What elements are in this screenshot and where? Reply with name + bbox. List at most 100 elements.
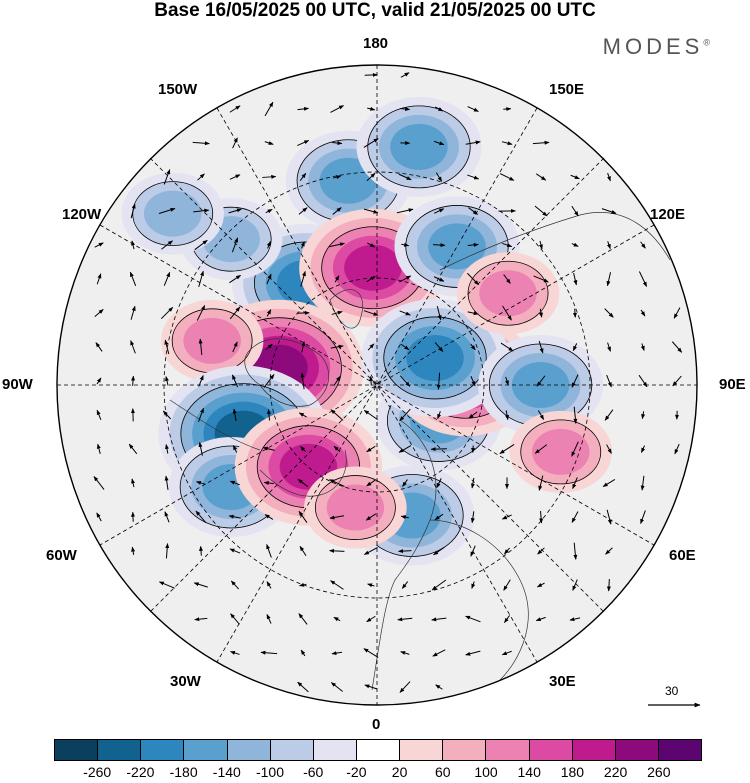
wind-vector <box>366 275 376 283</box>
wind-vector <box>332 141 343 146</box>
wind-vector <box>434 513 444 521</box>
wind-vector <box>604 308 614 318</box>
wind-vector <box>573 542 578 560</box>
wind-vector <box>331 310 343 315</box>
anomaly-field <box>121 96 613 566</box>
wind-vector <box>532 140 550 145</box>
wind-vector <box>366 479 376 487</box>
wind-vector <box>329 548 345 553</box>
wind-vector <box>262 446 275 451</box>
wind-vector <box>607 172 611 182</box>
wind-vector <box>433 243 446 248</box>
wind-vector <box>229 306 241 320</box>
wind-vector <box>572 343 578 352</box>
colorbar-swatch <box>141 740 185 760</box>
wind-vector <box>432 649 446 657</box>
wind-vector <box>131 240 135 250</box>
lon-label-0: 0 <box>372 716 381 733</box>
lon-label-120w: 120W <box>62 206 102 223</box>
wind-vector <box>467 311 479 316</box>
wind-vector <box>398 445 412 453</box>
wind-vector <box>198 338 203 356</box>
wind-vector <box>640 309 646 317</box>
wind-vector <box>641 411 646 420</box>
wind-vector <box>297 139 310 147</box>
wind-vector <box>672 375 682 387</box>
wind-vector <box>400 651 410 655</box>
negative-anomaly <box>361 298 509 417</box>
polar-map <box>56 64 701 708</box>
wind-vector <box>230 580 240 590</box>
colorbar-tick-label: 260 <box>647 764 671 780</box>
wind-vector <box>640 475 645 491</box>
wind-vector <box>265 208 273 214</box>
wind-vector <box>503 274 511 284</box>
wind-vector <box>638 271 648 287</box>
wind-vector <box>334 275 340 283</box>
wind-vector <box>437 411 442 420</box>
wind-vector <box>131 546 136 555</box>
wind-vector <box>536 582 545 588</box>
wind-vector <box>162 410 172 420</box>
wind-vector <box>400 515 409 520</box>
wind-vector <box>499 444 515 454</box>
wind-vector <box>434 208 445 214</box>
colorbar-tick-label: -60 <box>303 764 324 780</box>
colorbar-tick-label: 140 <box>517 764 541 780</box>
wind-vector <box>96 377 102 385</box>
lon-label-90w: 90W <box>2 376 33 393</box>
lon-label-150e: 150E <box>549 81 585 98</box>
wind-vector <box>363 547 378 555</box>
wind-vector <box>434 106 444 112</box>
map-title: Base 16/05/2025 00 UTC, valid 21/05/2025… <box>154 0 596 21</box>
wind-vector <box>332 207 342 215</box>
wind-vector <box>266 543 272 558</box>
colorbar-swatch <box>98 740 142 760</box>
wind-vector <box>366 172 376 182</box>
wind-vector <box>503 579 511 591</box>
wind-vector <box>502 305 512 321</box>
wind-vector <box>232 137 238 149</box>
wind-vector <box>228 208 242 214</box>
wind-vector <box>470 511 475 524</box>
wind-vector <box>232 444 238 453</box>
wind-vector <box>572 477 578 490</box>
wind-vector <box>363 409 378 421</box>
wind-vector <box>673 307 681 319</box>
vector-scale-label: 30 <box>665 684 679 698</box>
wind-vector <box>365 513 377 521</box>
wind-vector <box>301 341 306 353</box>
wind-vector <box>229 548 241 554</box>
wind-vector <box>504 615 510 623</box>
colorbar-tick-label: -180 <box>169 764 198 780</box>
wind-vector <box>363 310 379 316</box>
wind-vector <box>329 515 345 520</box>
wind-vector <box>363 138 379 148</box>
wind-vector <box>198 270 204 287</box>
wind-vector <box>400 343 410 351</box>
wind-vector <box>569 617 581 622</box>
colorbar-swatch <box>55 740 99 760</box>
lon-label-30w: 30W <box>170 673 201 690</box>
wind-vector <box>571 242 579 247</box>
wind-vector <box>330 409 344 421</box>
wind-vector <box>465 615 481 623</box>
negative-anomaly <box>356 96 482 197</box>
wind-vector <box>671 341 683 353</box>
wind-vector <box>431 617 447 622</box>
wind-vector <box>398 173 412 181</box>
wind-vector <box>131 375 136 386</box>
wind-vector <box>501 650 512 656</box>
wind-vector <box>331 651 343 656</box>
colorbar-tick-label: 60 <box>435 764 451 780</box>
wind-vectors <box>93 72 683 693</box>
wind-vector <box>571 441 579 457</box>
wind-vector <box>399 681 411 693</box>
wind-vector <box>640 343 645 351</box>
wind-vector <box>198 441 203 456</box>
wind-vector <box>436 372 441 390</box>
wind-vector <box>500 342 514 352</box>
lon-label-90e: 90E <box>719 376 746 393</box>
wind-vector <box>433 140 445 146</box>
colorbar-swatch <box>486 740 530 760</box>
